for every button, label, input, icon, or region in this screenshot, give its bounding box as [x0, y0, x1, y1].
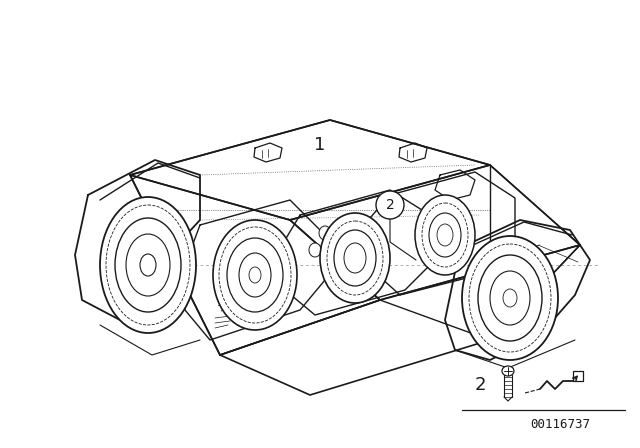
Polygon shape	[185, 200, 325, 340]
Polygon shape	[445, 220, 590, 360]
Polygon shape	[285, 190, 430, 315]
Ellipse shape	[239, 253, 271, 297]
Ellipse shape	[126, 234, 170, 296]
Text: 1: 1	[314, 136, 326, 154]
Polygon shape	[399, 143, 427, 162]
Ellipse shape	[490, 271, 530, 325]
Polygon shape	[130, 120, 490, 220]
Ellipse shape	[100, 197, 196, 333]
Ellipse shape	[437, 224, 453, 246]
Ellipse shape	[502, 366, 514, 376]
Circle shape	[376, 191, 404, 219]
Text: 2: 2	[474, 376, 486, 394]
Polygon shape	[435, 170, 475, 200]
Ellipse shape	[213, 220, 297, 330]
Polygon shape	[130, 175, 380, 355]
Ellipse shape	[309, 243, 321, 257]
Polygon shape	[290, 165, 580, 300]
Ellipse shape	[319, 226, 331, 240]
Text: 00116737: 00116737	[530, 418, 590, 431]
Ellipse shape	[334, 220, 346, 234]
Polygon shape	[370, 172, 515, 295]
Text: 2: 2	[386, 198, 394, 212]
Polygon shape	[254, 143, 282, 162]
Polygon shape	[220, 245, 580, 395]
Ellipse shape	[344, 243, 366, 273]
Ellipse shape	[320, 213, 390, 303]
Ellipse shape	[462, 236, 558, 360]
Ellipse shape	[415, 195, 475, 275]
Polygon shape	[75, 160, 200, 320]
